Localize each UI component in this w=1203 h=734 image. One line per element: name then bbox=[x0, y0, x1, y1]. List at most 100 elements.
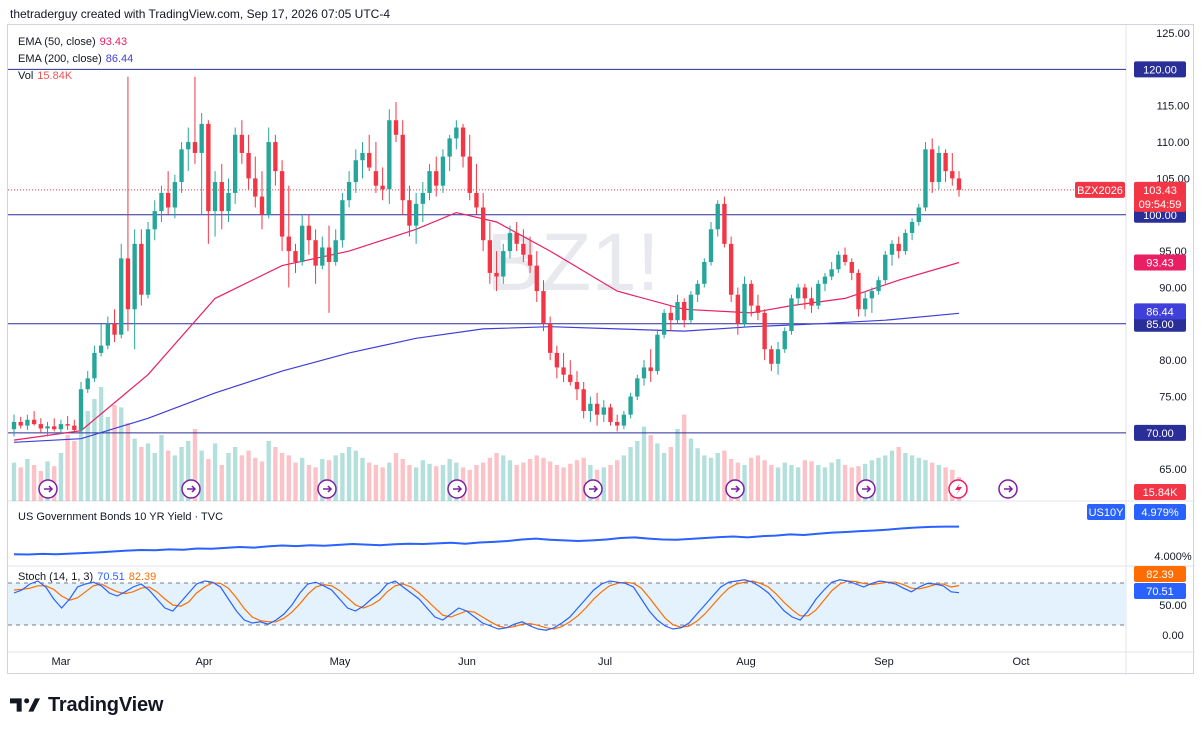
volume-bar bbox=[749, 457, 754, 501]
candle-body bbox=[38, 424, 43, 429]
candle-body bbox=[869, 291, 875, 299]
candle-body bbox=[755, 305, 761, 313]
volume-bar bbox=[340, 453, 345, 501]
volume-bar bbox=[447, 459, 452, 501]
candle-body bbox=[655, 334, 660, 372]
volume-bar bbox=[527, 459, 533, 501]
level-price-tag-bg bbox=[1134, 424, 1186, 441]
volume-bar bbox=[628, 447, 633, 501]
level-price-tag-bg bbox=[1134, 61, 1186, 78]
ema200-price-tag-text: 86.44 bbox=[1146, 306, 1174, 318]
candle-body bbox=[862, 298, 868, 310]
candles bbox=[11, 76, 962, 437]
candle-body bbox=[930, 149, 935, 183]
level-price-tag: 120.00 bbox=[1134, 61, 1186, 78]
stoch-axis-label: 50.00 bbox=[1159, 600, 1187, 612]
volume-bar bbox=[722, 450, 727, 501]
chart-canvas[interactable]: BZ1!125.00115.00110.00105.0095.0090.0080… bbox=[8, 25, 1195, 675]
volume-bar bbox=[360, 457, 365, 501]
last-price-tag: 103.43 09:54:59 bbox=[1134, 181, 1186, 212]
volume-bar bbox=[320, 459, 325, 501]
legend-us10y[interactable]: US Government Bonds 10 YR Yield · TVC bbox=[18, 511, 223, 523]
volume-bar bbox=[822, 467, 828, 501]
candle-body bbox=[165, 192, 171, 208]
candle-body bbox=[139, 243, 144, 295]
volume-bar bbox=[889, 450, 895, 501]
volume-bar bbox=[541, 457, 546, 501]
price-axis-label: 65.00 bbox=[1159, 464, 1187, 476]
volume-bar bbox=[621, 455, 627, 501]
footer-brand: TradingView bbox=[48, 693, 164, 716]
candle-body bbox=[507, 232, 513, 252]
candle-body bbox=[795, 287, 801, 299]
volume-bar bbox=[635, 441, 640, 501]
symbol-tag: BZX2026 bbox=[1075, 181, 1125, 198]
candle-body bbox=[320, 247, 325, 266]
candle-body bbox=[715, 203, 720, 230]
event-marker-arrow bbox=[589, 485, 599, 493]
candle-body bbox=[326, 247, 332, 263]
volume-bar bbox=[353, 450, 358, 501]
volume-bar bbox=[219, 465, 224, 501]
event-marker-icon bbox=[583, 479, 603, 499]
candle-body bbox=[11, 421, 17, 430]
candle-body bbox=[360, 152, 365, 161]
volume-bar bbox=[702, 455, 707, 501]
yield-value-tag: 4.979% bbox=[1134, 504, 1186, 520]
legend-stoch[interactable]: Stoch (14, 1, 3) 70.51 82.39 bbox=[18, 571, 156, 583]
chart-frame[interactable]: BZ1! 125.00 115.00 110.00 105.00 95.00 90.00 80… bbox=[7, 24, 1195, 675]
legend-ema50[interactable]: EMA (50, close) 93.43 bbox=[18, 36, 127, 48]
volume-bar bbox=[232, 447, 238, 501]
stoch-d-tag-bg bbox=[1134, 566, 1186, 582]
price-axis-label: 110.00 bbox=[1157, 137, 1190, 149]
symbol-tag-text: BZX2026 bbox=[1077, 185, 1123, 197]
candle-body bbox=[903, 232, 908, 252]
candle-body bbox=[373, 171, 379, 186]
volume-bar bbox=[909, 455, 915, 501]
volume-bar bbox=[688, 438, 694, 501]
volume-bar bbox=[789, 465, 794, 501]
volume-bar bbox=[172, 455, 178, 501]
candle-body bbox=[514, 232, 519, 244]
candle-body bbox=[219, 182, 224, 212]
legend-volume[interactable]: Vol 15.84K bbox=[18, 70, 72, 82]
legend-ema200[interactable]: EMA (200, close) 86.44 bbox=[18, 53, 133, 65]
volume-bar bbox=[333, 455, 338, 501]
stoch-k-tag-bg bbox=[1134, 583, 1186, 599]
event-marker-icon bbox=[181, 479, 201, 499]
volume-bar bbox=[648, 435, 653, 501]
volume-bar bbox=[152, 453, 157, 501]
price-axis-label: 90.00 bbox=[1159, 282, 1187, 294]
candle-body bbox=[353, 160, 358, 183]
stoch-axis-label: 0.00 bbox=[1162, 630, 1183, 642]
candle-body bbox=[313, 240, 318, 266]
candle-body bbox=[380, 185, 385, 190]
volume-bar bbox=[387, 462, 392, 501]
candle-body bbox=[152, 211, 157, 230]
candle-body bbox=[883, 254, 888, 281]
volume-bar bbox=[179, 447, 184, 501]
stoch-d-tag: 82.39 bbox=[1134, 566, 1186, 582]
time-axis-label: Jun bbox=[458, 656, 476, 668]
candle-body bbox=[434, 171, 439, 186]
price-axis-label: 80.00 bbox=[1159, 355, 1187, 367]
yield-value-tag-text: 4.979% bbox=[1141, 507, 1179, 519]
ema200-price-tag: 86.44 bbox=[1134, 303, 1186, 320]
volume-bar bbox=[615, 460, 620, 501]
candle-body bbox=[829, 269, 834, 277]
event-marker-icon bbox=[38, 479, 58, 499]
volume-bar bbox=[65, 435, 70, 501]
candle-body bbox=[259, 196, 265, 215]
volume-bar bbox=[755, 455, 761, 501]
volume-bar bbox=[125, 423, 131, 501]
volume-bar bbox=[816, 465, 821, 501]
volume-bar bbox=[165, 450, 171, 501]
candle-body bbox=[802, 287, 808, 299]
candle-body bbox=[789, 298, 794, 332]
ema50-price-tag: 93.43 bbox=[1134, 254, 1186, 271]
volume-bar bbox=[682, 414, 687, 501]
candle-body bbox=[688, 294, 694, 321]
candle-body bbox=[641, 367, 647, 379]
volume-bar bbox=[72, 441, 77, 501]
legend-stoch-k-value: 70.51 bbox=[97, 571, 125, 583]
